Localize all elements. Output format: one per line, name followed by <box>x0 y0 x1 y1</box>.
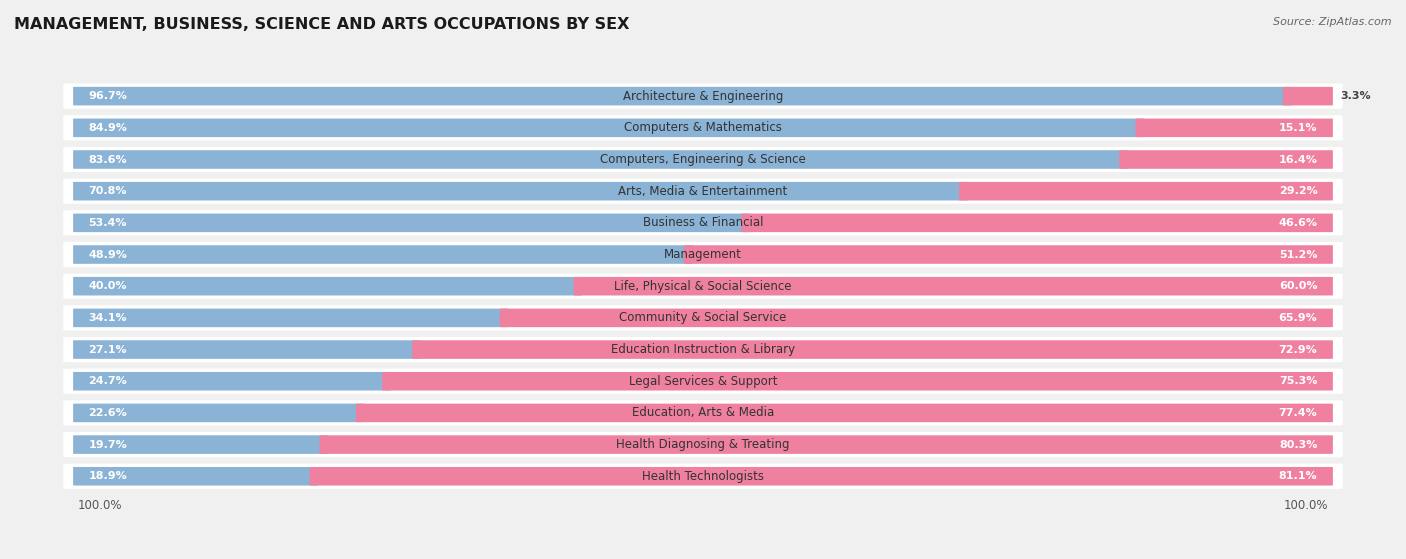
FancyBboxPatch shape <box>73 87 1292 106</box>
FancyBboxPatch shape <box>73 119 1144 137</box>
Text: Arts, Media & Entertainment: Arts, Media & Entertainment <box>619 184 787 198</box>
FancyBboxPatch shape <box>73 372 391 391</box>
Text: 34.1%: 34.1% <box>89 313 127 323</box>
FancyBboxPatch shape <box>63 147 1343 172</box>
Text: Life, Physical & Social Science: Life, Physical & Social Science <box>614 280 792 293</box>
Text: 40.0%: 40.0% <box>89 281 127 291</box>
Text: Education, Arts & Media: Education, Arts & Media <box>631 406 775 419</box>
FancyBboxPatch shape <box>683 245 1333 264</box>
Text: Management: Management <box>664 248 742 261</box>
FancyBboxPatch shape <box>959 182 1333 201</box>
FancyBboxPatch shape <box>73 309 508 327</box>
FancyBboxPatch shape <box>1136 119 1333 137</box>
Text: Computers, Engineering & Science: Computers, Engineering & Science <box>600 153 806 166</box>
FancyBboxPatch shape <box>1119 150 1333 169</box>
Text: 81.1%: 81.1% <box>1279 471 1317 481</box>
FancyBboxPatch shape <box>63 242 1343 267</box>
FancyBboxPatch shape <box>63 210 1343 235</box>
Text: Source: ZipAtlas.com: Source: ZipAtlas.com <box>1274 17 1392 27</box>
FancyBboxPatch shape <box>63 115 1343 140</box>
Text: Health Diagnosing & Treating: Health Diagnosing & Treating <box>616 438 790 451</box>
Text: 15.1%: 15.1% <box>1279 123 1317 133</box>
FancyBboxPatch shape <box>73 182 967 201</box>
Text: 77.4%: 77.4% <box>1278 408 1317 418</box>
Text: Architecture & Engineering: Architecture & Engineering <box>623 89 783 103</box>
Text: 65.9%: 65.9% <box>1278 313 1317 323</box>
FancyBboxPatch shape <box>73 277 582 296</box>
FancyBboxPatch shape <box>356 404 1333 422</box>
FancyBboxPatch shape <box>412 340 1333 359</box>
Text: 22.6%: 22.6% <box>89 408 128 418</box>
Text: 3.3%: 3.3% <box>1340 91 1371 101</box>
Text: 46.6%: 46.6% <box>1278 218 1317 228</box>
Text: 80.3%: 80.3% <box>1279 439 1317 449</box>
Text: 27.1%: 27.1% <box>89 344 127 354</box>
FancyBboxPatch shape <box>63 178 1343 204</box>
Text: 100.0%: 100.0% <box>1284 499 1329 512</box>
Text: 72.9%: 72.9% <box>1278 344 1317 354</box>
Text: 51.2%: 51.2% <box>1279 249 1317 259</box>
Text: MANAGEMENT, BUSINESS, SCIENCE AND ARTS OCCUPATIONS BY SEX: MANAGEMENT, BUSINESS, SCIENCE AND ARTS O… <box>14 17 630 32</box>
Text: 53.4%: 53.4% <box>89 218 127 228</box>
Text: 24.7%: 24.7% <box>89 376 128 386</box>
FancyBboxPatch shape <box>63 432 1343 457</box>
Text: 19.7%: 19.7% <box>89 439 128 449</box>
Text: 70.8%: 70.8% <box>89 186 127 196</box>
Text: 96.7%: 96.7% <box>89 91 128 101</box>
FancyBboxPatch shape <box>73 245 693 264</box>
FancyBboxPatch shape <box>1284 87 1333 106</box>
Text: Community & Social Service: Community & Social Service <box>619 311 787 324</box>
FancyBboxPatch shape <box>319 435 1333 454</box>
Text: 18.9%: 18.9% <box>89 471 128 481</box>
Text: Legal Services & Support: Legal Services & Support <box>628 375 778 388</box>
FancyBboxPatch shape <box>63 337 1343 362</box>
Text: 16.4%: 16.4% <box>1278 154 1317 164</box>
FancyBboxPatch shape <box>73 340 420 359</box>
FancyBboxPatch shape <box>63 400 1343 425</box>
Text: 83.6%: 83.6% <box>89 154 127 164</box>
Text: 48.9%: 48.9% <box>89 249 128 259</box>
Text: Business & Financial: Business & Financial <box>643 216 763 229</box>
Text: 84.9%: 84.9% <box>89 123 128 133</box>
FancyBboxPatch shape <box>309 467 1333 486</box>
FancyBboxPatch shape <box>63 273 1343 299</box>
FancyBboxPatch shape <box>73 435 328 454</box>
Text: 60.0%: 60.0% <box>1279 281 1317 291</box>
FancyBboxPatch shape <box>63 463 1343 489</box>
FancyBboxPatch shape <box>73 404 364 422</box>
FancyBboxPatch shape <box>73 150 1128 169</box>
FancyBboxPatch shape <box>63 305 1343 330</box>
FancyBboxPatch shape <box>382 372 1333 391</box>
Text: Health Technologists: Health Technologists <box>643 470 763 483</box>
FancyBboxPatch shape <box>73 467 318 486</box>
FancyBboxPatch shape <box>574 277 1333 296</box>
FancyBboxPatch shape <box>63 368 1343 394</box>
Text: 29.2%: 29.2% <box>1278 186 1317 196</box>
Text: Education Instruction & Library: Education Instruction & Library <box>612 343 794 356</box>
Text: 75.3%: 75.3% <box>1279 376 1317 386</box>
FancyBboxPatch shape <box>63 83 1343 109</box>
Text: Computers & Mathematics: Computers & Mathematics <box>624 121 782 134</box>
Text: 100.0%: 100.0% <box>77 499 122 512</box>
FancyBboxPatch shape <box>741 214 1333 232</box>
FancyBboxPatch shape <box>499 309 1333 327</box>
FancyBboxPatch shape <box>73 214 749 232</box>
